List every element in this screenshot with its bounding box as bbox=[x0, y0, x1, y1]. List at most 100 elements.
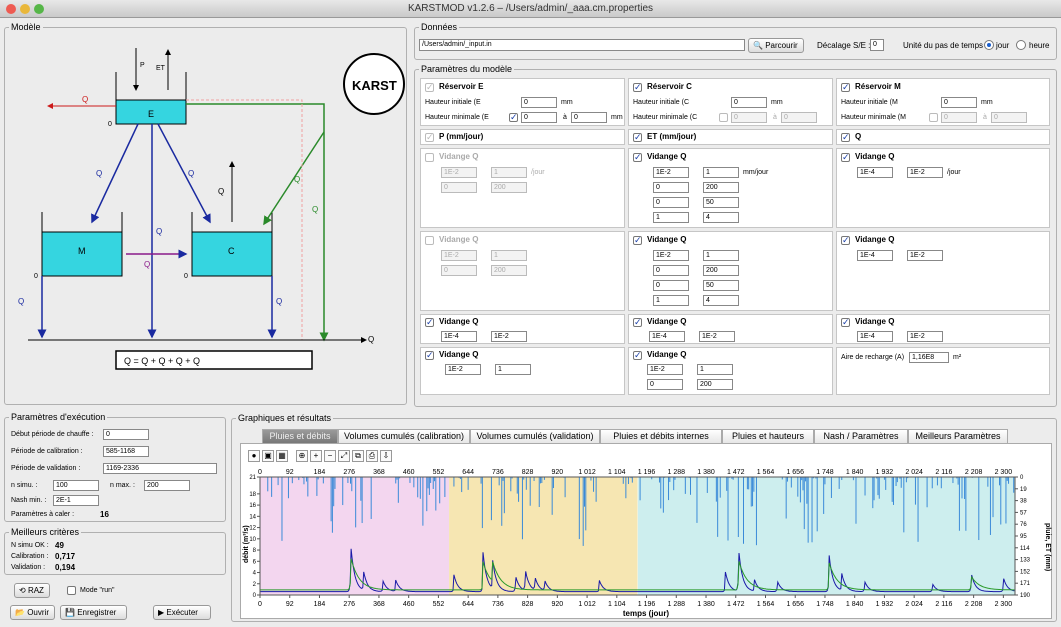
reservoir-e-min-input-b[interactable]: 0 bbox=[571, 112, 607, 123]
print-icon[interactable]: ⎙ bbox=[366, 450, 378, 462]
reservoir-e-checkbox[interactable]: ✓ bbox=[425, 82, 434, 92]
zoom-window-button[interactable] bbox=[34, 4, 44, 14]
qims-k-max[interactable]: 1E-2 bbox=[491, 331, 527, 342]
execute-button[interactable]: ▶ Exécuter bbox=[153, 605, 211, 620]
qies2-k-max[interactable]: 1E-2 bbox=[907, 167, 943, 178]
reservoir-m-min-input-a[interactable]: 0 bbox=[941, 112, 977, 123]
table-icon[interactable]: ▦ bbox=[276, 450, 288, 462]
qies-k-min[interactable]: 1E-2 bbox=[441, 167, 477, 178]
qhyes-e-max[interactable]: 200 bbox=[703, 182, 739, 193]
tab-rain-heights[interactable]: Pluies et hauteurs bbox=[722, 429, 814, 443]
qies-k-max[interactable]: 1 bbox=[491, 167, 527, 178]
qhyec-alpha-min[interactable]: 1 bbox=[653, 295, 689, 306]
reservoir-c-min-input-a[interactable]: 0 bbox=[731, 112, 767, 123]
rain-checkbox[interactable]: ✓ bbox=[425, 132, 434, 142]
qhyes-k-max[interactable]: 1 bbox=[703, 167, 739, 178]
qhyes-k-min[interactable]: 1E-2 bbox=[653, 167, 689, 178]
tab-cumvol-valid[interactable]: Volumes cumulés (validation) bbox=[470, 429, 600, 443]
tab-internal-flows[interactable]: Pluies et débits internes bbox=[600, 429, 722, 443]
reservoir-e-min-input-a[interactable]: 0 bbox=[521, 112, 557, 123]
recharge-area-input[interactable]: 1,16E8 bbox=[909, 352, 949, 363]
warmup-input[interactable]: 0 bbox=[103, 429, 149, 440]
zoom-in-icon[interactable]: + bbox=[310, 450, 322, 462]
qisc-k-min[interactable]: 1E-4 bbox=[857, 250, 893, 261]
zoom-icon[interactable]: ⊕ bbox=[296, 450, 308, 462]
qisc-checkbox[interactable]: ✓ bbox=[841, 235, 850, 245]
qics-k-max[interactable]: 1E-2 bbox=[699, 331, 735, 342]
save-button[interactable]: 💾 Enregistrer bbox=[60, 605, 127, 620]
tab-best-params[interactable]: Meilleurs Paramètres bbox=[908, 429, 1008, 443]
qhyec-e-min[interactable]: 0 bbox=[653, 265, 689, 276]
qies2-k-min[interactable]: 1E-4 bbox=[857, 167, 893, 178]
run-mode-checkbox[interactable] bbox=[67, 586, 76, 595]
qisc-k-max[interactable]: 1E-2 bbox=[907, 250, 943, 261]
qhyes-d-min[interactable]: 0 bbox=[653, 197, 689, 208]
qhyes-e-min[interactable]: 0 bbox=[653, 182, 689, 193]
reservoir-c-min-checkbox[interactable] bbox=[719, 113, 728, 122]
qhyec-e-max[interactable]: 200 bbox=[703, 265, 739, 276]
reservoir-m-init-input[interactable]: 0 bbox=[941, 97, 977, 108]
qiem-checkbox[interactable]: ✓ bbox=[841, 317, 850, 327]
tab-cumvol-calib[interactable]: Volumes cumulés (calibration) bbox=[338, 429, 470, 443]
nash-min-input[interactable]: 2E-1 bbox=[53, 495, 99, 506]
reservoir-e-min-checkbox[interactable]: ✓ bbox=[509, 112, 518, 122]
qhyec-k-min[interactable]: 1E-2 bbox=[653, 250, 689, 261]
qies-e-min[interactable]: 0 bbox=[441, 182, 477, 193]
qiem-k-max[interactable]: 1E-2 bbox=[907, 331, 943, 342]
tab-rain-flow[interactable]: Pluies et débits bbox=[262, 429, 338, 443]
qiec-e-max[interactable]: 200 bbox=[491, 265, 527, 276]
unit-hour-radio[interactable] bbox=[1016, 40, 1026, 50]
qiec-e-min[interactable]: 0 bbox=[441, 265, 477, 276]
reservoir-c-init-input[interactable]: 0 bbox=[731, 97, 767, 108]
reservoir-c-checkbox[interactable]: ✓ bbox=[633, 82, 642, 92]
qpump-checkbox[interactable]: ✓ bbox=[841, 132, 850, 142]
tab-nash-params[interactable]: Nash / Paramètres bbox=[814, 429, 908, 443]
close-window-button[interactable] bbox=[6, 4, 16, 14]
minimize-window-button[interactable] bbox=[20, 4, 30, 14]
offset-input[interactable]: 0 bbox=[870, 39, 884, 51]
qiem-k-min[interactable]: 1E-4 bbox=[857, 331, 893, 342]
qhyec-alpha-max[interactable]: 4 bbox=[703, 295, 739, 306]
qhyes-d-max[interactable]: 50 bbox=[703, 197, 739, 208]
validation-period-input[interactable]: 1169-2336 bbox=[103, 463, 217, 474]
reservoir-m-checkbox[interactable]: ✓ bbox=[841, 82, 850, 92]
browse-button[interactable]: 🔍 Parcourir bbox=[748, 38, 804, 53]
fit-icon[interactable]: ⤢ bbox=[338, 450, 350, 462]
qemc-k-max[interactable]: 1 bbox=[495, 364, 531, 375]
qhyes-alpha-max[interactable]: 4 bbox=[703, 212, 739, 223]
save-chart-icon[interactable]: ▣ bbox=[262, 450, 274, 462]
reset-button[interactable]: ⟲ RAZ bbox=[14, 583, 50, 598]
reservoir-c-min-input-b[interactable]: 0 bbox=[781, 112, 817, 123]
export-icon[interactable]: ⇩ bbox=[380, 450, 392, 462]
qhyec-checkbox[interactable]: ✓ bbox=[633, 235, 642, 245]
qhyec-k-max[interactable]: 1 bbox=[703, 250, 739, 261]
qhyec-d-min[interactable]: 0 bbox=[653, 280, 689, 291]
calibration-period-input[interactable]: 585-1168 bbox=[103, 446, 149, 457]
qre-checkbox[interactable]: ✓ bbox=[633, 350, 642, 360]
qemc-checkbox[interactable]: ✓ bbox=[425, 350, 434, 360]
qiec-k-min[interactable]: 1E-2 bbox=[441, 250, 477, 261]
qics-checkbox[interactable]: ✓ bbox=[633, 317, 642, 327]
qhyec-d-max[interactable]: 50 bbox=[703, 280, 739, 291]
zoom-out-icon[interactable]: − bbox=[324, 450, 336, 462]
qre-e-min[interactable]: 0 bbox=[647, 379, 683, 390]
input-path-field[interactable]: /Users/admin/_input.in bbox=[419, 39, 745, 51]
reservoir-m-min-checkbox[interactable] bbox=[929, 113, 938, 122]
reservoir-e-init-input[interactable]: 0 bbox=[521, 97, 557, 108]
qims-k-min[interactable]: 1E-4 bbox=[441, 331, 477, 342]
color-icon[interactable]: ● bbox=[248, 450, 260, 462]
unit-day-radio[interactable] bbox=[984, 40, 994, 50]
qiec-k-max[interactable]: 1 bbox=[491, 250, 527, 261]
qies-e-max[interactable]: 200 bbox=[491, 182, 527, 193]
qies-checkbox[interactable] bbox=[425, 153, 434, 162]
qiec-checkbox[interactable] bbox=[425, 236, 434, 245]
nmax-input[interactable]: 200 bbox=[144, 480, 190, 491]
qemc-k-min[interactable]: 1E-2 bbox=[445, 364, 481, 375]
reservoir-m-min-input-b[interactable]: 0 bbox=[991, 112, 1027, 123]
open-button[interactable]: 📂 Ouvrir bbox=[10, 605, 55, 620]
qre-k-max[interactable]: 1 bbox=[697, 364, 733, 375]
et-checkbox[interactable]: ✓ bbox=[633, 132, 642, 142]
qhyes-checkbox[interactable]: ✓ bbox=[633, 152, 642, 162]
copy-icon[interactable]: ⧉ bbox=[352, 450, 364, 462]
qhyes-alpha-min[interactable]: 1 bbox=[653, 212, 689, 223]
